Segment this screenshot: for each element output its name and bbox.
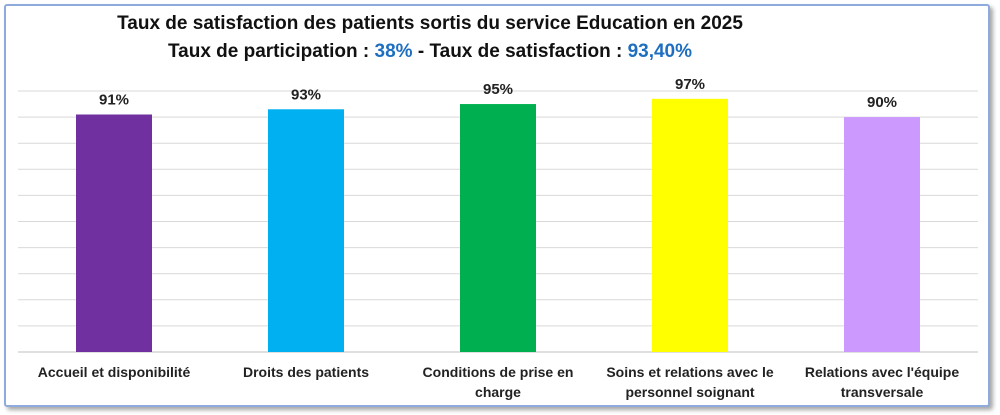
data-label: 95%	[483, 81, 513, 98]
data-label: 90%	[867, 94, 897, 111]
data-label: 93%	[291, 86, 321, 103]
x-tick-label: Soins et relations avec le personnel soi…	[606, 364, 774, 400]
bar	[460, 104, 536, 352]
x-tick-label: Relations avec l'équipe transversale	[804, 364, 960, 400]
x-tick-label: Droits des patients	[242, 364, 370, 380]
chart-subtitle: Taux de participation : 38% - Taux de sa…	[0, 40, 860, 64]
bar	[652, 98, 728, 352]
participation-value: 38%	[374, 41, 413, 62]
data-label: 91%	[99, 91, 129, 108]
bar	[76, 114, 152, 353]
chart-title: Taux de satisfaction des patients sortis…	[0, 12, 860, 36]
bar	[844, 117, 920, 352]
x-tick-label: Accueil et disponibilité	[37, 364, 191, 380]
bar	[268, 109, 344, 353]
chart-title-text: Taux de satisfaction des patients sortis…	[117, 13, 743, 34]
participation-label: Taux de participation :	[167, 41, 375, 62]
satisfaction-label: Taux de satisfaction :	[429, 41, 628, 62]
satisfaction-value: 93,40%	[627, 41, 693, 62]
subtitle-separator: -	[412, 41, 430, 62]
data-label: 97%	[675, 76, 705, 93]
x-tick-label: Conditions de prise en charge	[422, 364, 574, 400]
